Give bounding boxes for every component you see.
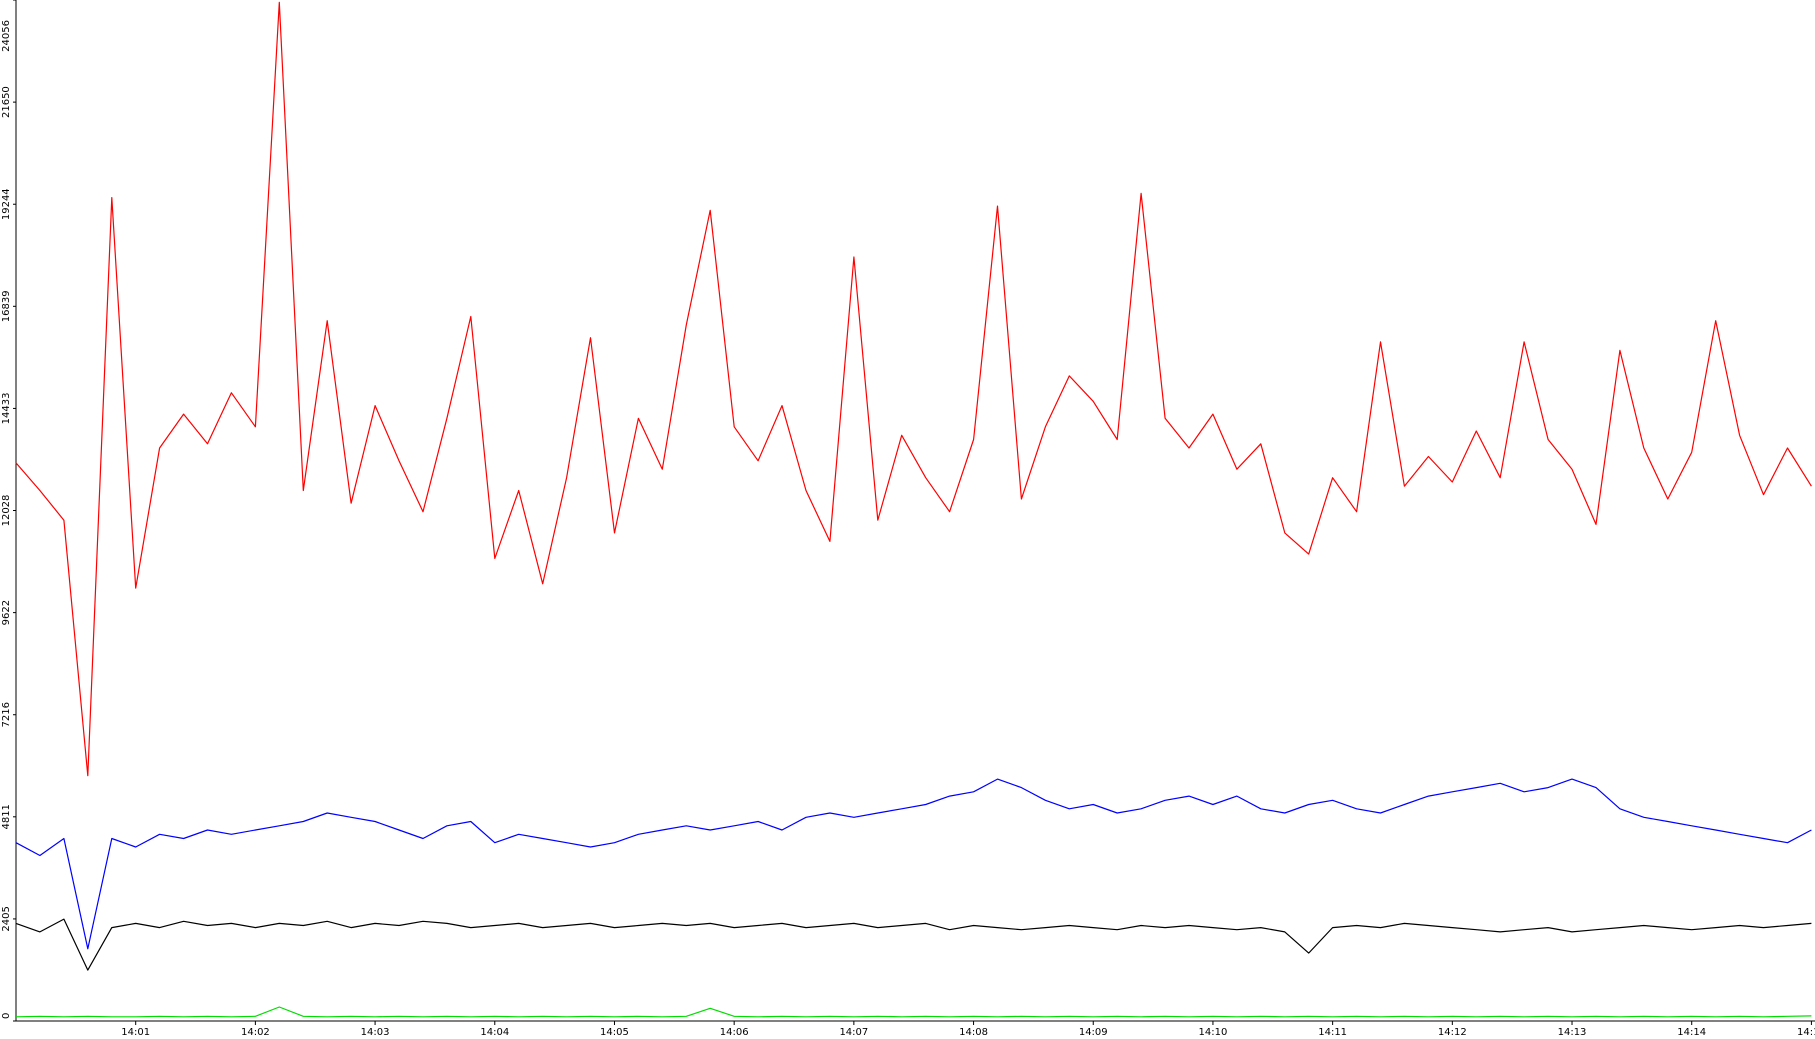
series-line bbox=[15, 918, 1812, 971]
x-tick-label: 14:05 bbox=[600, 1027, 629, 1038]
x-tick-label: 14:11 bbox=[1318, 1027, 1347, 1038]
y-tick-label: 24056 bbox=[1, 20, 12, 52]
y-tick-label: 2405 bbox=[1, 906, 12, 931]
y-tick-label: 19244 bbox=[1, 188, 12, 220]
x-tick-label: 14:15 bbox=[1797, 1027, 1815, 1038]
y-tick-label: 21650 bbox=[1, 86, 12, 118]
x-tick-label: 14:13 bbox=[1558, 1027, 1587, 1038]
x-tick-label: 14:04 bbox=[480, 1027, 509, 1038]
x-tick-label: 14:06 bbox=[720, 1027, 749, 1038]
x-tick-label: 14:02 bbox=[241, 1027, 270, 1038]
x-tick-label: 14:03 bbox=[361, 1027, 390, 1038]
x-tick-label: 14:14 bbox=[1677, 1027, 1706, 1038]
y-tick-label: 12028 bbox=[1, 495, 12, 527]
y-tick-label: 0 bbox=[1, 1013, 12, 1019]
x-tick-label: 14:08 bbox=[959, 1027, 988, 1038]
y-tick-label: 4811 bbox=[1, 804, 12, 829]
x-tick-label: 14:07 bbox=[839, 1027, 868, 1038]
x-tick-label: 14:01 bbox=[121, 1027, 150, 1038]
x-tick-label: 14:12 bbox=[1438, 1027, 1467, 1038]
y-tick-label: 14433 bbox=[1, 393, 12, 425]
y-tick-label: 9622 bbox=[1, 600, 12, 625]
x-tick-label: 14:09 bbox=[1079, 1027, 1108, 1038]
series-line bbox=[15, 778, 1812, 950]
series-line bbox=[15, 1, 1812, 777]
y-tick-label: 16839 bbox=[1, 290, 12, 322]
series-line bbox=[15, 1006, 1812, 1018]
x-tick-label: 14:10 bbox=[1199, 1027, 1228, 1038]
y-tick-label: 7216 bbox=[1, 702, 12, 727]
